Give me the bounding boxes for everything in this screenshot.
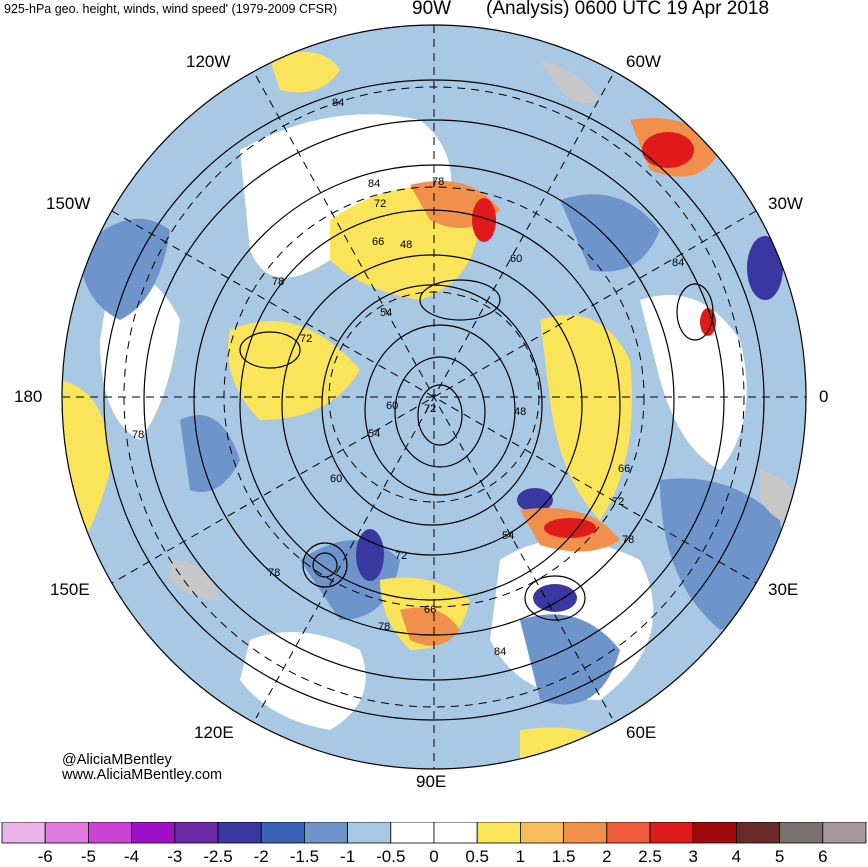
colorbar-tick-label: -6	[37, 847, 53, 866]
wind-anomaly-red	[472, 132, 716, 538]
colorbar-swatch	[131, 822, 176, 844]
lon-label-120e: 120E	[194, 723, 234, 742]
colorbar-tick-label: 1	[515, 847, 526, 866]
credit-website: www.AliciaMBentley.com	[62, 767, 223, 783]
colorbar-swatch	[692, 822, 737, 844]
contour-label: 48	[400, 239, 412, 251]
contour-label: 78	[272, 276, 284, 288]
lon-label-30e: 30E	[768, 580, 799, 599]
lon-label-30w: 30W	[768, 194, 803, 213]
colorbar-swatch	[1, 822, 46, 844]
colorbar-tick-label: 6	[818, 847, 828, 866]
lat-lon-grid	[62, 25, 806, 769]
colorbar-swatch	[88, 822, 133, 844]
colorbar-swatch	[303, 822, 348, 844]
contour-label: 72	[395, 550, 407, 562]
colorbar-tick-label: 4	[731, 847, 742, 866]
contour-label: 66	[372, 236, 384, 248]
colorbar-tick-label: -1	[340, 847, 356, 866]
colorbar-tick-label: -1.5	[289, 847, 320, 866]
contour-label-group: 84 84 78 72 66 48 60 54 78 72 60 72 54 60 48 84 66 72 78 54…	[132, 97, 684, 658]
colorbar-tick-label: 2.5	[638, 847, 662, 866]
colorbar-swatch	[822, 822, 867, 844]
colorbar-tick-label: -3	[167, 847, 183, 866]
contour-label: 78	[132, 429, 144, 441]
colorbar-swatch	[520, 822, 565, 844]
contour-label: 54	[502, 530, 514, 542]
colorbar-tick-label: -0.5	[376, 847, 406, 866]
colorbar-swatch	[606, 822, 651, 844]
lon-label-150e: 150E	[50, 580, 90, 599]
colorbar-tick-label: -2.5	[203, 847, 233, 866]
colorbar-swatch	[563, 822, 608, 844]
map-border	[61, 24, 807, 770]
lon-label-60w: 60W	[626, 52, 661, 71]
contour-label: 60	[330, 473, 342, 485]
contour-label: 48	[514, 406, 526, 418]
contour-label: 84	[672, 257, 684, 269]
contour-label: 84	[494, 646, 506, 658]
colorbar-tick-label: 5	[774, 847, 785, 866]
contour-label: 84	[332, 97, 344, 109]
contour-label: 66	[424, 604, 436, 616]
colorbar-tick-label: -2	[253, 847, 269, 866]
colorbar-tick-label: 2	[602, 847, 612, 866]
colorbar-swatch	[44, 822, 89, 844]
lon-label-120w: 120W	[186, 52, 231, 71]
contour-label: 78	[268, 567, 280, 579]
contour-label: 60	[510, 253, 522, 265]
colorbar-swatch	[476, 822, 521, 844]
colorbar-swatch	[217, 822, 262, 844]
contour-label: 72	[374, 198, 386, 210]
colorbar-tick-label: 3	[688, 847, 698, 866]
colorbar-swatch	[260, 822, 305, 844]
contour-label: 66	[618, 463, 630, 475]
header-left-title: 925-hPa geo. height, winds, wind speed' …	[4, 2, 338, 16]
contour-label: 54	[380, 307, 392, 319]
lon-label-150w: 150W	[46, 194, 91, 213]
credit-handle: @AliciaMBentley	[62, 752, 172, 768]
contour-label: 78	[622, 534, 634, 546]
contour-label: 78	[378, 621, 390, 633]
contour-label: 72	[612, 496, 624, 508]
lon-label-0: 0	[819, 387, 829, 406]
wind-anomaly-darkblue	[356, 236, 783, 612]
colorbar-swatch	[390, 822, 435, 844]
colorbar-swatch	[779, 822, 824, 844]
contour-label: 54	[368, 428, 380, 440]
colorbar-swatch	[433, 822, 478, 844]
contour-label: 84	[368, 178, 380, 190]
colorbar-tick-label: -4	[124, 847, 140, 866]
lon-label-90e: 90E	[416, 772, 447, 791]
colorbar-swatch	[649, 822, 694, 844]
colorbar-swatch	[736, 822, 781, 844]
contour-label: 60	[386, 400, 398, 412]
colorbar-swatch	[174, 822, 219, 844]
colorbar-swatch	[347, 822, 392, 844]
contour-label: 72	[424, 403, 436, 415]
contour-label: 72	[300, 333, 312, 345]
lon-label-180: 180	[14, 387, 43, 406]
colorbar-tick-label: 0.5	[465, 847, 490, 866]
colorbar-tick-label: 1.5	[551, 847, 576, 866]
colorbar	[1, 822, 867, 844]
colorbar-tick-label: -5	[80, 847, 96, 866]
polar-stereographic-map: 84 84 78 72 66 48 60 54 78 72 60 72 54 60 48 84 66 72 78 54…	[61, 24, 807, 770]
lon-label-60e: 60E	[626, 723, 657, 742]
colorbar-tick-label: 0	[429, 847, 439, 866]
header-90w-label: 90W	[412, 0, 452, 19]
contour-label: 78	[432, 176, 444, 188]
header-analysis-time: (Analysis) 0600 UTC 19 Apr 2018	[486, 0, 770, 19]
